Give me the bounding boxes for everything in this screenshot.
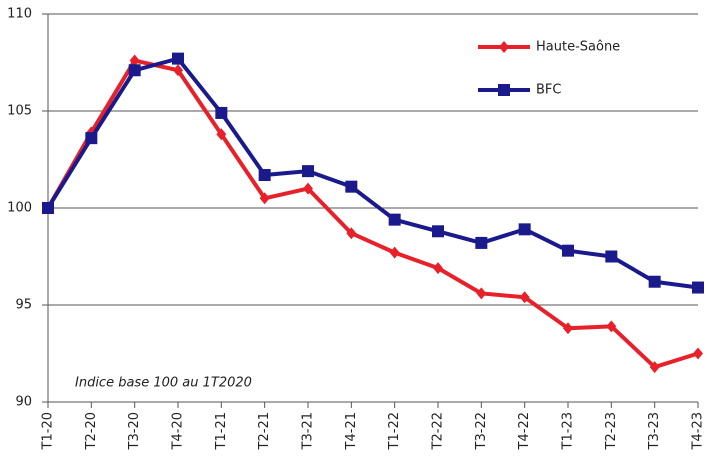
data-point [215,106,228,119]
data-point [432,225,444,238]
x-tick-label: T1-20 [41,412,56,450]
data-point [606,320,617,333]
y-tick-label: 90 [15,395,32,410]
data-point [475,236,488,249]
legend-label: BFC [536,83,561,98]
data-point [173,64,183,77]
data-point [433,262,443,275]
series-line [46,58,699,370]
x-tick-label: T4-22 [517,412,532,450]
x-tick-label: T2-22 [431,412,446,450]
data-point [258,169,271,182]
x-tick-label: T3-22 [474,412,489,450]
data-point [303,182,313,195]
data-point [563,322,573,335]
annotation: Indice base 100 au 1T2020 [75,376,252,391]
data-point [85,132,98,145]
series-line [46,56,699,290]
data-point [388,213,401,226]
data-point [693,347,703,360]
y-tick-label: 110 [7,7,32,22]
x-tick-label: T2-20 [84,412,99,450]
y-tick-label: 105 [7,104,32,119]
data-point [172,52,184,65]
data-point [346,227,357,240]
data-point [648,275,661,288]
x-tick-label: T3-21 [301,412,316,450]
x-tick-label: T2-23 [604,412,619,450]
data-point [605,250,618,263]
data-point [562,244,574,257]
legend-marker [498,84,510,96]
data-point [128,64,141,77]
data-point [259,192,270,205]
data-point [216,128,227,141]
y-tick-label: 100 [7,201,32,216]
data-point [519,291,530,304]
data-point [518,223,531,236]
data-point [476,287,487,300]
data-point [302,165,314,178]
data-point [649,361,660,374]
x-tick-label: T3-20 [127,412,142,450]
x-tick-label: T1-23 [561,412,576,450]
x-tick-label: T4-20 [171,412,186,450]
data-point [692,281,704,294]
x-tick-label: T1-22 [387,412,402,450]
x-tick-label: T1-21 [214,412,229,450]
data-point [129,54,140,67]
data-point [345,180,358,193]
x-tick-label: T4-23 [691,412,706,450]
legend-label: Haute-Saône [536,40,620,55]
data-point [389,246,400,259]
x-tick-label: T2-21 [257,412,272,450]
legend-marker [499,41,509,53]
y-tick-label: 95 [15,298,32,313]
data-point [42,202,54,214]
x-tick-label: T4-21 [344,412,359,450]
x-tick-label: T3-23 [647,412,662,450]
